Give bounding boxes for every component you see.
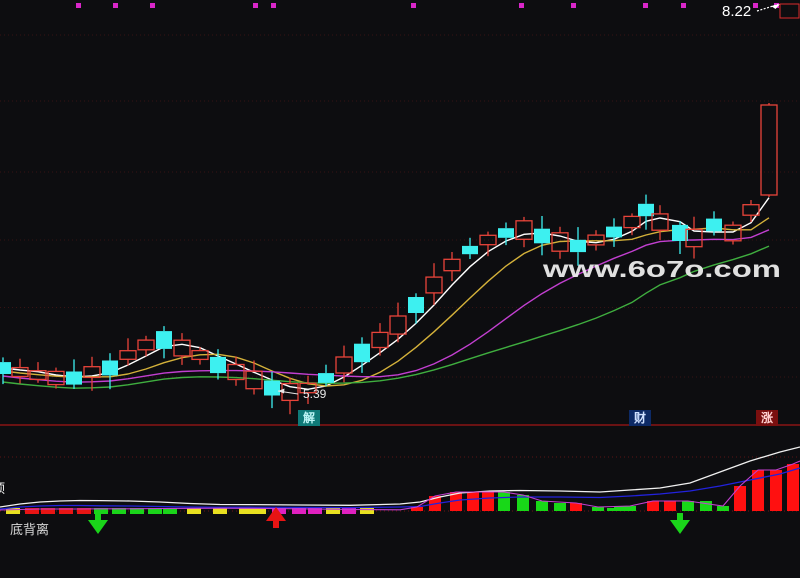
svg-text:底背离: 底背离 xyxy=(10,522,49,537)
svg-text:顶: 顶 xyxy=(0,481,5,496)
